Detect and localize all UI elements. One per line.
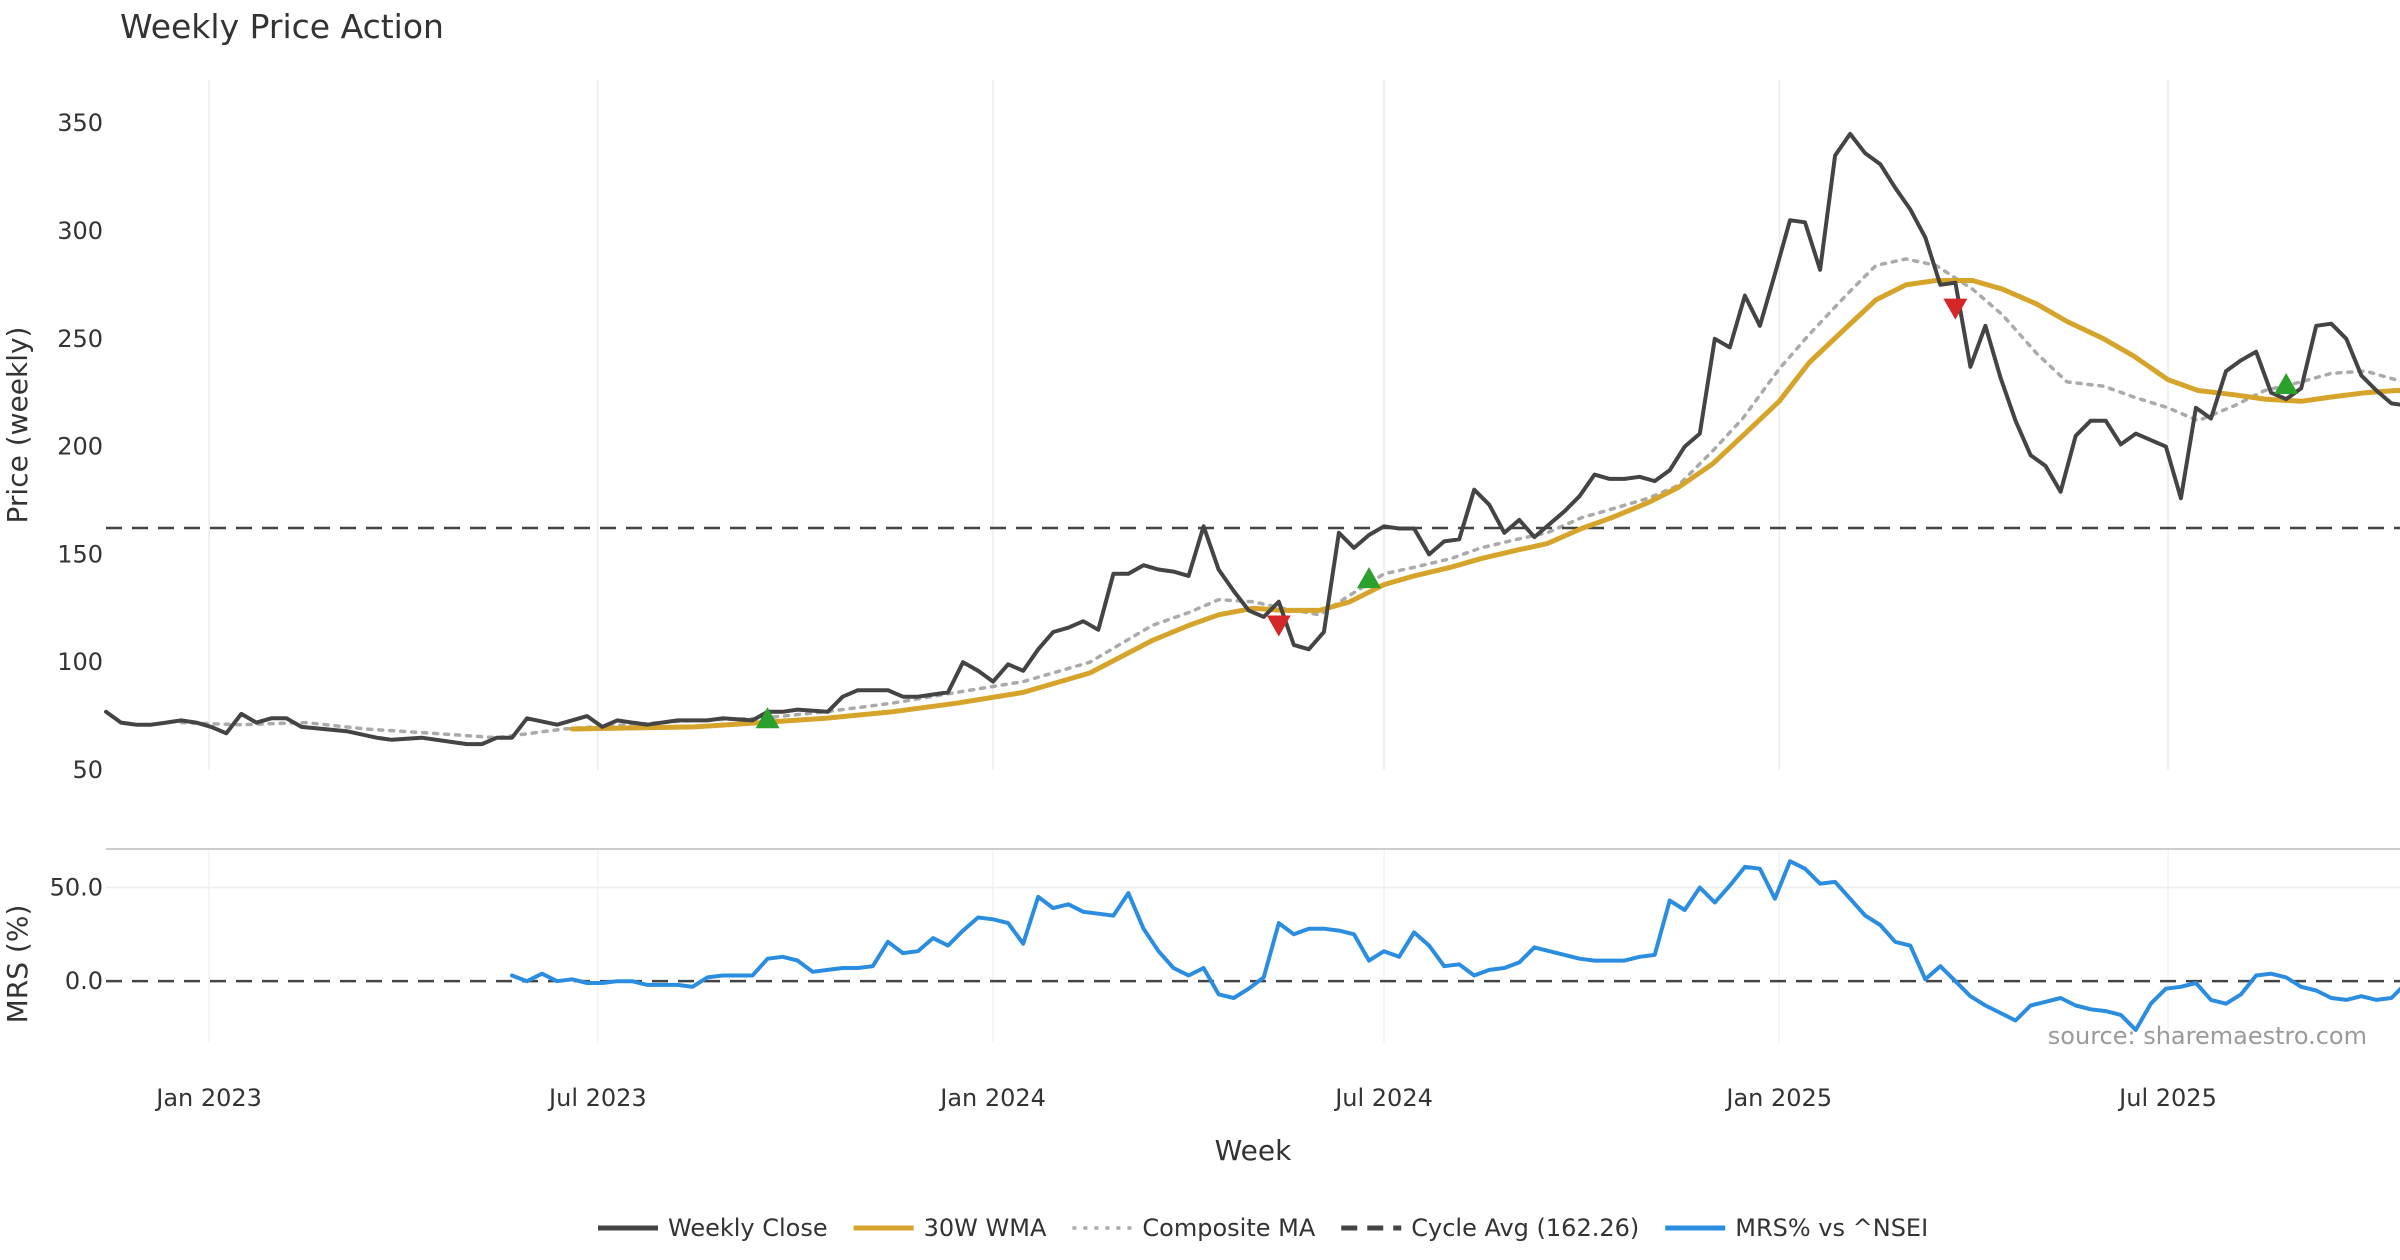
- price-y-axis-label: Price (weekly): [1, 327, 34, 524]
- series-composite-ma: [179, 257, 2400, 740]
- price-y-tick-6: 350: [57, 109, 103, 137]
- buy-marker-1: [1356, 567, 1381, 589]
- mrs-y-axis-label: MRS (%): [1, 905, 34, 1024]
- watermark: source: sharemaestro.com: [2048, 1022, 2367, 1050]
- legend-label-cycle-avg-162-26: Cycle Avg (162.26): [1411, 1214, 1639, 1242]
- x-tick-3: Jul 2024: [1333, 1084, 1433, 1112]
- mrs-grid: [106, 850, 2400, 1043]
- chart-title: Weekly Price Action: [120, 7, 444, 46]
- legend-item-mrs-vs-nsei: MRS% vs ^NSEI: [1665, 1214, 1928, 1242]
- sell-marker-1: [1943, 298, 1968, 320]
- legend-label-30w-wma: 30W WMA: [924, 1214, 1047, 1242]
- legend: Weekly Close 30W WMA Composite MA Cycle Avg…: [598, 1214, 1928, 1242]
- mrs-series: [510, 859, 2400, 1032]
- price-grid: [208, 80, 2169, 770]
- price-y-tick-5: 300: [57, 217, 103, 245]
- price-y-tick-1: 100: [57, 648, 103, 676]
- legend-item-weekly-close: Weekly Close: [598, 1214, 828, 1242]
- x-tick-0: Jan 2023: [154, 1084, 262, 1112]
- x-tick-4: Jan 2025: [1724, 1084, 1832, 1112]
- legend-label-composite-ma: Composite MA: [1142, 1214, 1315, 1242]
- buy-marker-0: [755, 707, 780, 729]
- x-tick-5: Jul 2025: [2117, 1084, 2217, 1112]
- series-weekly-close: [104, 131, 2400, 747]
- x-axis-label: Week: [1215, 1134, 1292, 1167]
- price-y-tick-2: 150: [57, 540, 103, 568]
- x-tick-2: Jan 2024: [938, 1084, 1046, 1112]
- sell-marker-0: [1266, 615, 1291, 637]
- price-y-ticks: 50 100 150 200 250 300 350: [57, 109, 103, 784]
- x-ticks: Jan 2023 Jul 2023 Jan 2024 Jul 2024 Jan 2025…: [154, 1084, 2217, 1112]
- price-series: [104, 131, 2400, 747]
- mrs-y-tick-0: 0.0: [65, 967, 103, 995]
- price-y-tick-3: 200: [57, 433, 103, 461]
- buy-marker-2: [2274, 373, 2299, 395]
- price-y-tick-0: 50: [72, 756, 103, 784]
- legend-item-cycle-avg-162-26: Cycle Avg (162.26): [1341, 1214, 1639, 1242]
- x-tick-1: Jul 2023: [547, 1084, 647, 1112]
- legend-label-weekly-close: Weekly Close: [668, 1214, 828, 1242]
- mrs-y-tick-1: 50.0: [50, 873, 103, 901]
- series-30w-wma: [569, 278, 2400, 732]
- legend-item-composite-ma: Composite MA: [1072, 1214, 1316, 1242]
- signal-markers: [755, 298, 2299, 729]
- mrs-y-ticks: 0.0 50.0: [50, 873, 103, 995]
- price-y-tick-4: 250: [57, 325, 103, 353]
- legend-item-30w-wma: 30W WMA: [853, 1214, 1047, 1242]
- legend-label-mrs-vs-nsei: MRS% vs ^NSEI: [1735, 1214, 1928, 1242]
- series-mrs-vs-nsei: [510, 859, 2400, 1032]
